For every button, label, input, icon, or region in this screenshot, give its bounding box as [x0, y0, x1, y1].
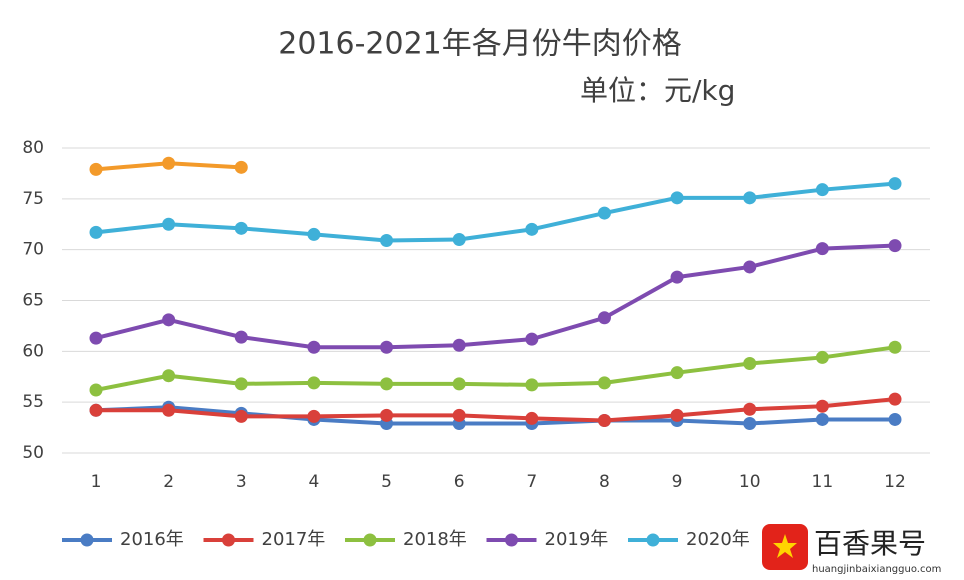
- data-point: [888, 239, 902, 253]
- x-tick-label: 10: [739, 472, 761, 492]
- data-point: [888, 392, 902, 406]
- x-tick-label: 12: [884, 472, 906, 492]
- y-tick-label: 80: [22, 138, 44, 158]
- watermark-url: huangjinbaixiangguo.com: [812, 564, 941, 575]
- data-point: [452, 377, 466, 391]
- data-point: [815, 399, 829, 413]
- data-point: [162, 369, 176, 383]
- watermark-star: [773, 534, 797, 558]
- y-tick-label: 55: [22, 392, 44, 412]
- x-tick-label: 2: [163, 472, 174, 492]
- data-point: [307, 376, 321, 390]
- data-point: [89, 162, 103, 176]
- data-point: [307, 227, 321, 241]
- series-line: [95, 345, 896, 392]
- x-tick-label: 5: [381, 472, 392, 492]
- legend-label: 2017年: [262, 529, 326, 550]
- data-point: [162, 156, 176, 170]
- data-point: [670, 191, 684, 205]
- data-point: [525, 222, 539, 236]
- series-line: [95, 243, 896, 350]
- data-point: [234, 160, 248, 174]
- data-point: [525, 332, 539, 346]
- data-point: [743, 402, 757, 416]
- data-point: [89, 331, 103, 345]
- legend-label: 2016年: [120, 529, 184, 550]
- data-point: [307, 340, 321, 354]
- data-point: [380, 408, 394, 422]
- x-tick-label: 11: [812, 472, 834, 492]
- legend-marker: [505, 533, 518, 547]
- data-point: [380, 377, 394, 391]
- data-point: [743, 417, 757, 431]
- data-point: [234, 330, 248, 344]
- data-point: [888, 340, 902, 354]
- y-tick-label: 60: [22, 341, 44, 361]
- x-tick-label: 8: [599, 472, 610, 492]
- legend-marker: [646, 533, 660, 547]
- data-point: [743, 191, 757, 205]
- data-point: [670, 366, 684, 380]
- data-point: [525, 378, 539, 392]
- data-point: [815, 412, 829, 426]
- data-point: [743, 260, 757, 274]
- legend-marker: [222, 533, 235, 547]
- data-point: [815, 242, 829, 256]
- legend-label: 2019年: [545, 529, 609, 550]
- data-point: [89, 225, 103, 239]
- chart-title: 2016-2021年各月份牛肉价格: [278, 27, 682, 62]
- x-tick-label: 9: [672, 472, 683, 492]
- data-point: [597, 206, 611, 220]
- watermark-name: 百香果号: [814, 527, 926, 560]
- data-point: [452, 233, 466, 246]
- data-point: [452, 408, 466, 422]
- data-point: [452, 338, 466, 352]
- data-point: [888, 412, 902, 426]
- data-point: [380, 340, 394, 354]
- data-point: [597, 311, 611, 325]
- legend-marker: [80, 533, 94, 547]
- data-point: [525, 411, 539, 425]
- data-point: [815, 350, 829, 364]
- data-point: [670, 408, 684, 422]
- data-point: [89, 403, 103, 417]
- y-tick-label: 70: [22, 240, 44, 260]
- data-point: [162, 313, 176, 327]
- legend-label: 2018年: [403, 529, 467, 550]
- series-line: [95, 181, 896, 243]
- y-tick-label: 50: [22, 443, 44, 463]
- x-tick-label: 6: [454, 472, 465, 492]
- data-point: [597, 376, 611, 390]
- y-tick-label: 65: [22, 291, 44, 311]
- data-point: [597, 413, 611, 427]
- data-point: [743, 357, 757, 371]
- data-point: [234, 409, 248, 423]
- x-tick-label: 4: [308, 472, 319, 492]
- data-point: [888, 177, 902, 191]
- x-tick-label: 3: [236, 472, 247, 492]
- x-tick-label: 7: [526, 472, 537, 492]
- data-point: [234, 221, 248, 235]
- data-point: [162, 217, 176, 231]
- data-point: [234, 377, 248, 391]
- legend-label: 2020年: [686, 529, 750, 550]
- chart-subtitle: 单位：元/kg: [580, 74, 735, 107]
- data-point: [670, 270, 684, 284]
- data-point: [380, 234, 394, 248]
- data-point: [162, 403, 176, 417]
- watermark: 百香果号 huangjinbaixiangguo.com: [758, 518, 964, 580]
- y-tick-label: 75: [22, 189, 44, 209]
- x-tick-label: 1: [91, 472, 102, 492]
- data-point: [307, 409, 321, 423]
- series-line: [96, 397, 896, 423]
- data-point: [89, 383, 103, 397]
- series-line: [95, 405, 895, 426]
- legend-marker: [363, 533, 377, 547]
- data-point: [815, 183, 829, 197]
